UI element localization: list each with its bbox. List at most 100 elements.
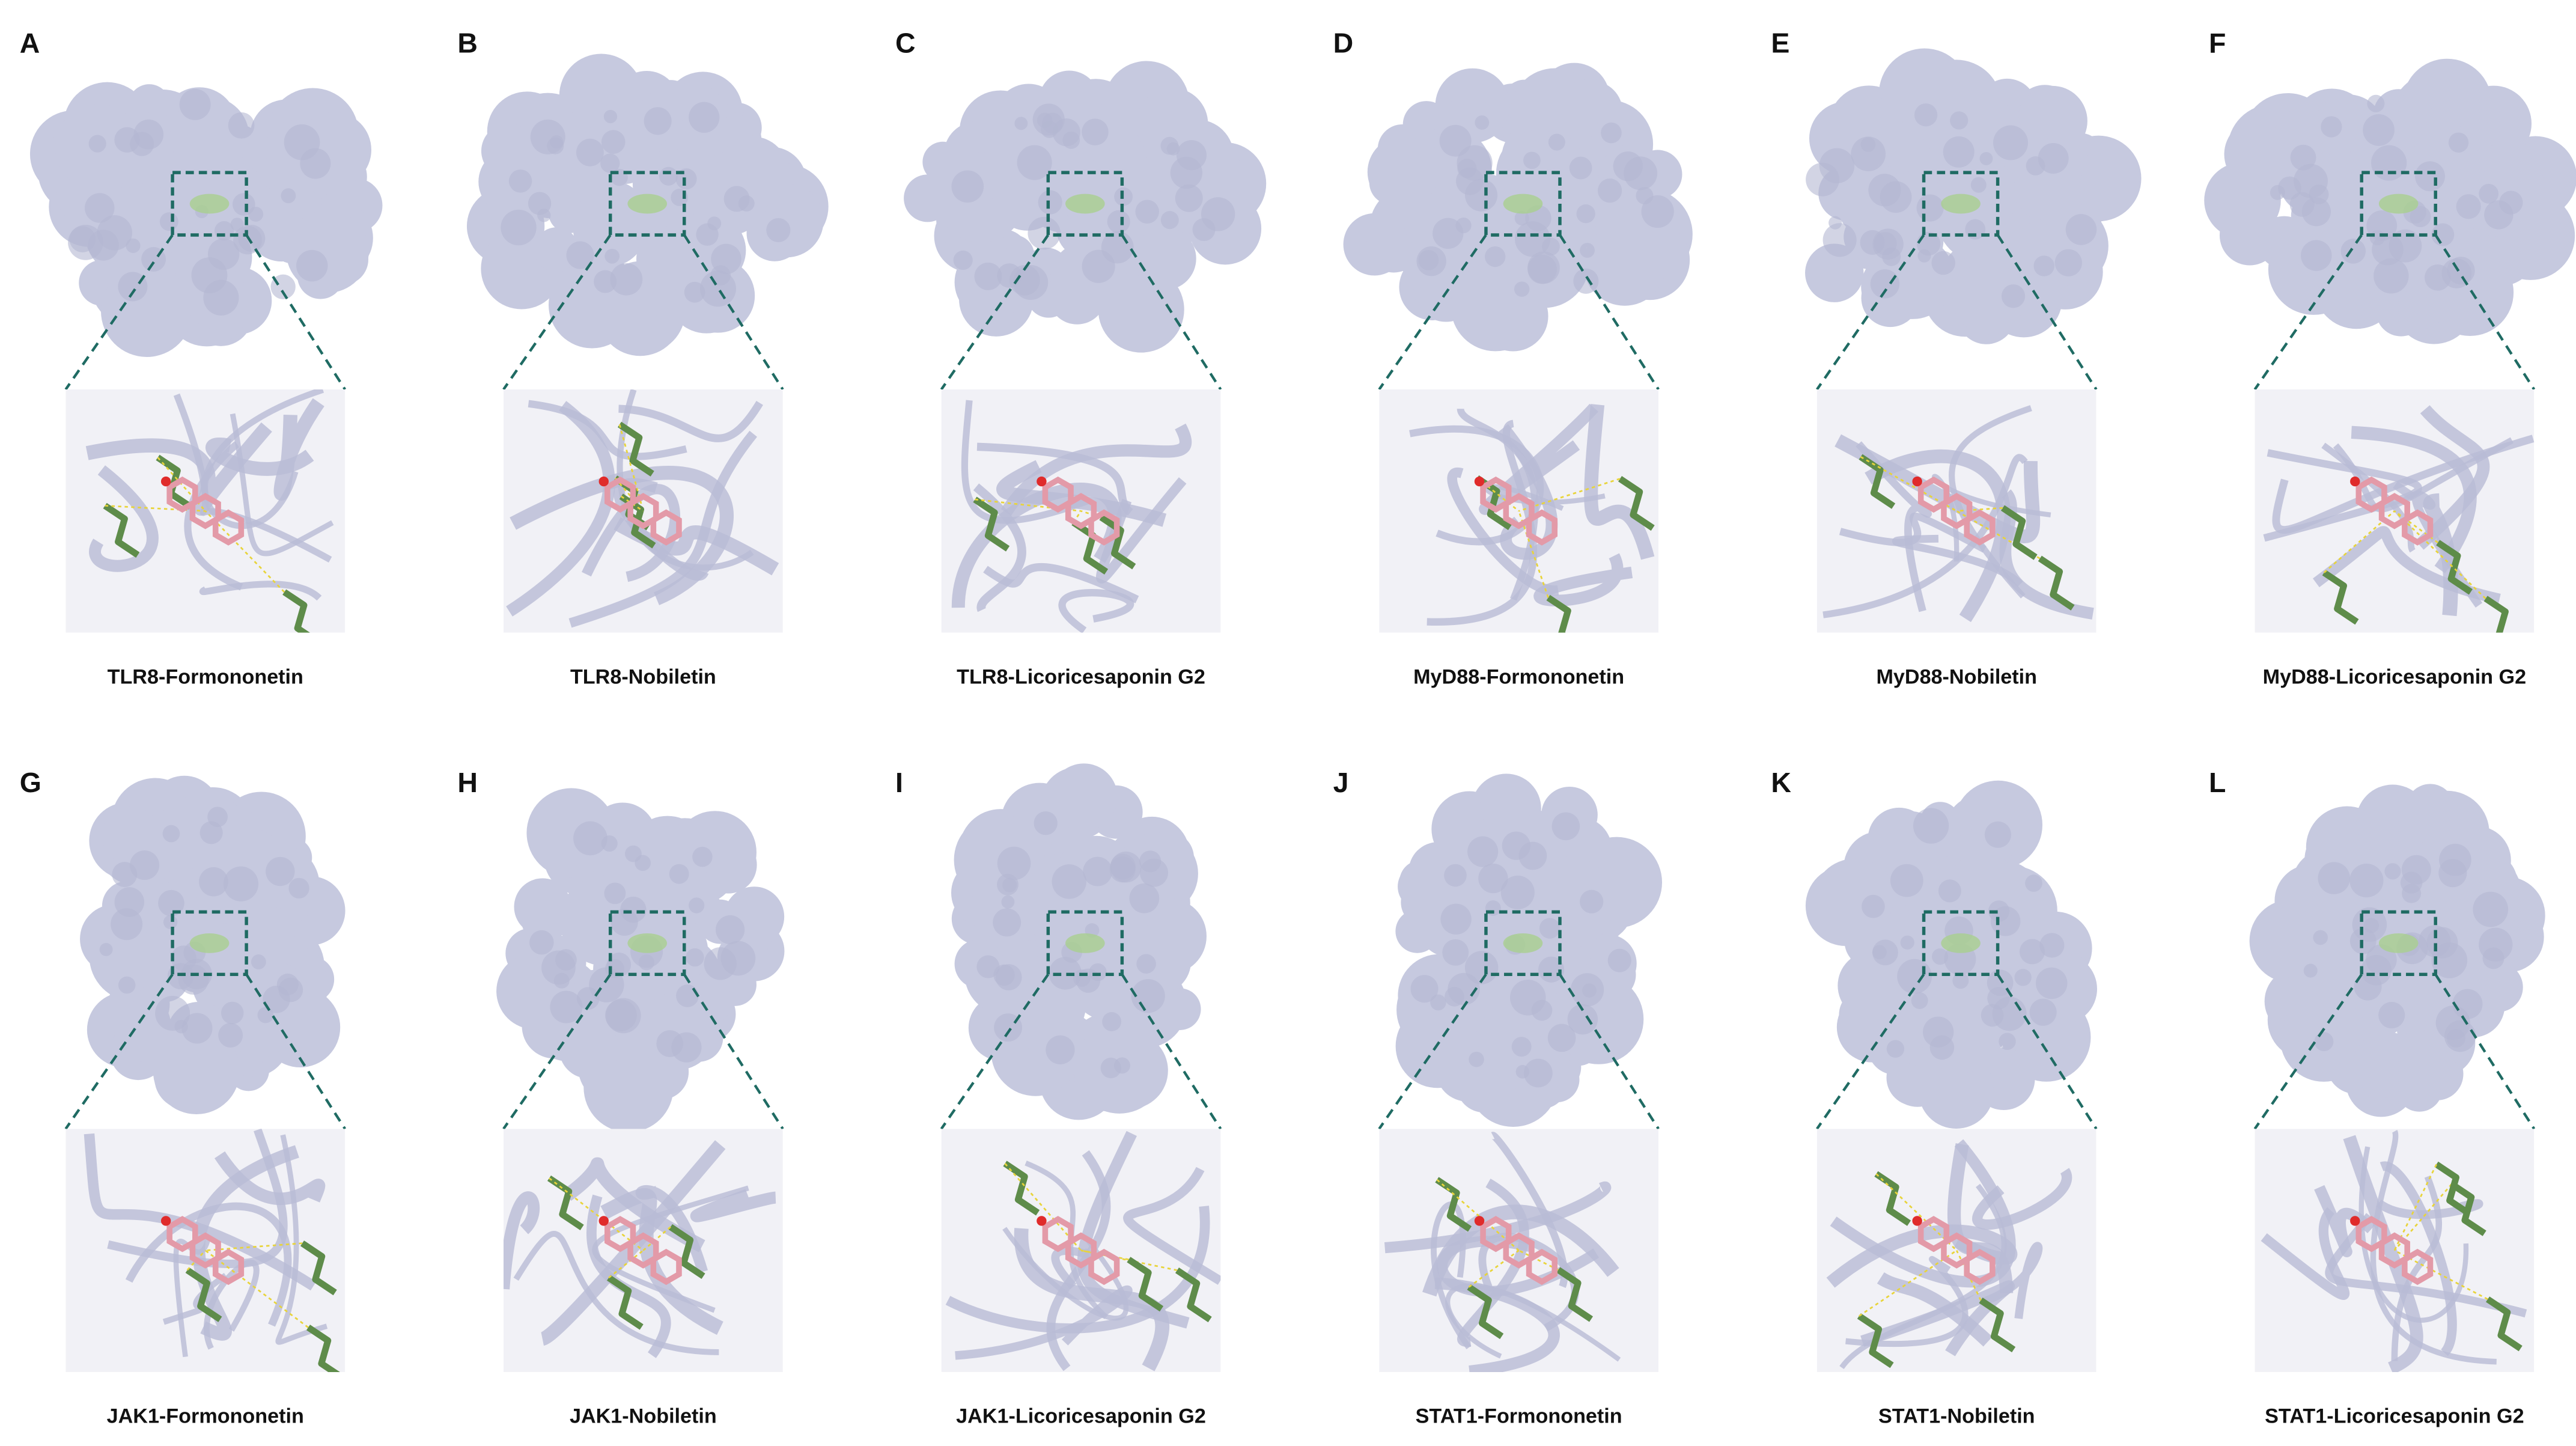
surface-shade (2456, 194, 2481, 219)
surface-shade (2473, 891, 2509, 927)
surface-lobe (1050, 763, 1118, 831)
surface-lobe (1416, 1025, 1481, 1088)
surface-shade (2367, 94, 2385, 112)
surface-lobe (1855, 98, 1904, 147)
ligand-ring (2378, 1232, 2410, 1269)
surface-shade (1916, 194, 1944, 222)
surface-shade (2294, 163, 2328, 198)
surface-shade (605, 999, 637, 1031)
surface-shade (1567, 1004, 1598, 1035)
panel-caption: STAT1-Formononetin (1416, 1405, 1622, 1428)
surface-shade (1514, 281, 1530, 297)
oxygen (2350, 476, 2360, 487)
site-box (608, 171, 686, 237)
surface-shade (508, 169, 532, 193)
surface-shade (2425, 264, 2451, 291)
surface-shade (689, 897, 705, 914)
surface-shade (278, 977, 303, 1002)
ligand-ring (212, 509, 245, 546)
ribbon (1058, 589, 1134, 633)
zoom-line (1378, 234, 1487, 391)
ribbon (84, 1133, 317, 1291)
surface-shade (684, 281, 705, 303)
surface-shade (1613, 151, 1643, 182)
oxygen (1474, 476, 1485, 487)
residue-stick (2434, 1161, 2471, 1216)
surface-shade (199, 821, 223, 844)
residue-stick (2483, 596, 2509, 633)
protein-surface (1395, 773, 1663, 1127)
detail-view (1816, 1129, 2096, 1372)
surface-shade (2313, 930, 2328, 945)
surface-shade (1636, 187, 1654, 205)
surface-shade (88, 135, 106, 153)
surface-shade (1911, 992, 1928, 1009)
surface-shade (606, 952, 632, 977)
surface-lobe (286, 210, 369, 293)
surface-shade (603, 109, 618, 124)
surface-shade (669, 864, 689, 884)
surface-shade (1038, 190, 1062, 215)
surface-lobe (1838, 951, 1907, 1020)
surface-shade (2033, 255, 2054, 276)
ligand-ring (1065, 1232, 1097, 1269)
surface-shade (692, 846, 713, 867)
surface-shade (199, 867, 228, 897)
residue-stick (2449, 1181, 2486, 1236)
ligand-ring (1480, 476, 1512, 513)
surface-lobe (636, 227, 699, 291)
surface-shade (69, 226, 96, 252)
surface-shade (203, 279, 239, 316)
panel-letter: B (457, 28, 478, 59)
surface-lobe (1451, 261, 1541, 352)
surface-shade (207, 238, 240, 270)
surface-shade (1931, 251, 1955, 275)
zoom-line (64, 234, 174, 391)
ligand-ring (2355, 476, 2387, 513)
surface-shade (1175, 184, 1203, 212)
surface-shade (601, 130, 626, 154)
surface-shade (2026, 156, 2045, 175)
ribbon (1826, 1224, 2018, 1288)
ribbon (618, 400, 763, 442)
site-box (1484, 171, 1562, 237)
surface-shade (1539, 918, 1561, 939)
surface-shade (2039, 933, 2065, 958)
surface-shade (610, 263, 643, 296)
zoom-line (1559, 234, 1660, 391)
surface-shade (951, 170, 984, 203)
surface-shade (2439, 843, 2471, 876)
site-box (2360, 171, 2437, 237)
surface-shade (1129, 883, 1160, 914)
surface-shade (2384, 863, 2401, 880)
detail-view (2255, 389, 2535, 633)
surface-shade (1950, 111, 1969, 130)
ligand-ring (1503, 493, 1535, 529)
surface-shade (541, 950, 576, 985)
surface-shade (601, 835, 618, 852)
ligand-ring (604, 1216, 636, 1252)
surface-shade (2314, 1032, 2334, 1052)
h-bond (975, 498, 1082, 512)
surface-shade (1607, 948, 1631, 972)
ribbon (2380, 1161, 2457, 1356)
h-bond (204, 510, 285, 593)
surface-shade (1455, 217, 1472, 234)
panel-letter: C (895, 28, 916, 59)
surface-shade (1890, 864, 1923, 897)
surface-shade (1013, 264, 1049, 300)
surface-shade (85, 193, 115, 223)
zoom-line (245, 974, 346, 1130)
surface-shade (1597, 178, 1622, 203)
surface-lobe (2416, 117, 2467, 168)
surface-shade (129, 850, 160, 880)
ribbon (199, 581, 322, 601)
surface-shade (1052, 864, 1086, 899)
surface-lobe (526, 788, 617, 878)
surface-shade (2340, 239, 2366, 264)
surface-shade (2289, 192, 2315, 217)
ligand-ring (1042, 476, 1074, 513)
surface-shade (266, 856, 295, 886)
ligand-ring (2402, 1248, 2434, 1286)
surface-shade (2014, 969, 2032, 986)
